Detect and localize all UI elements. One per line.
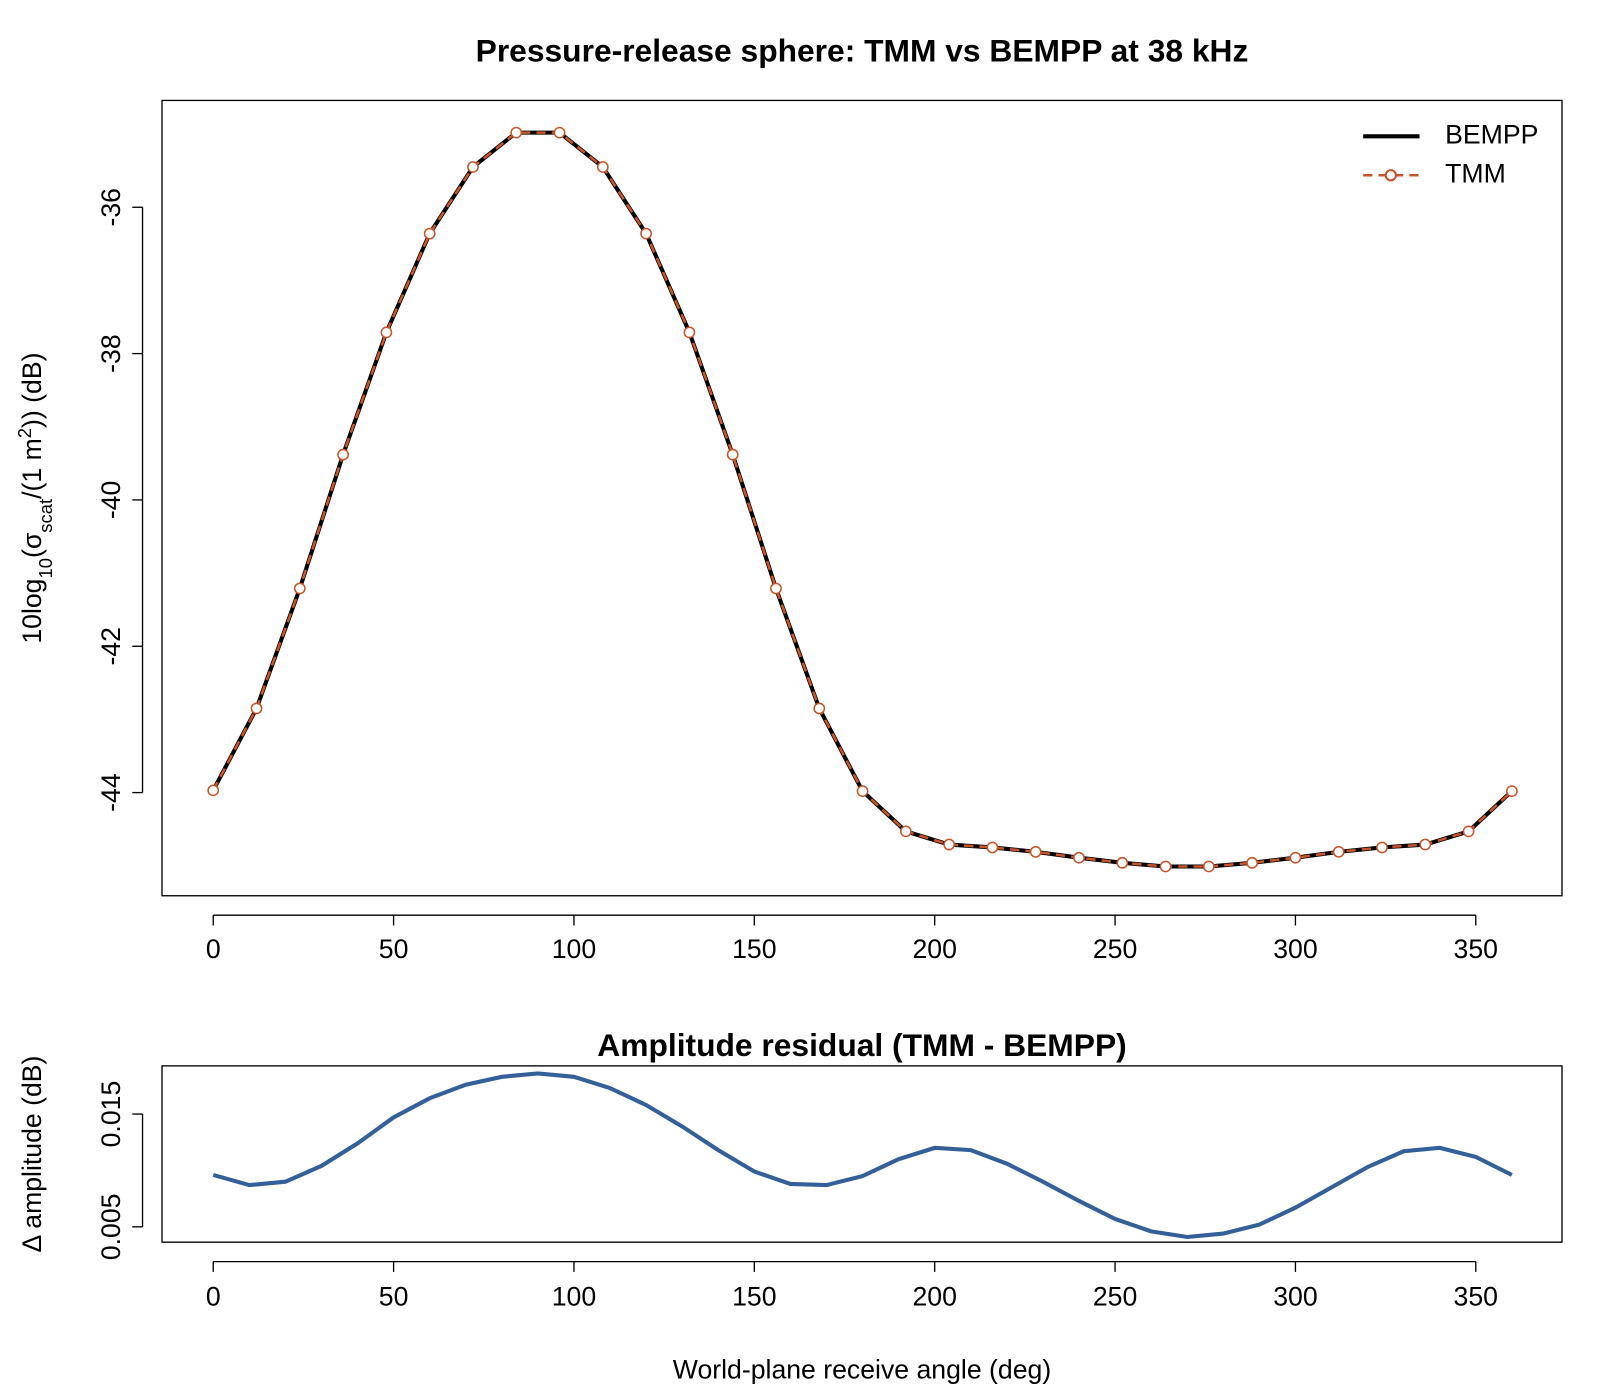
series-marker	[337, 448, 349, 461]
series-marker	[770, 582, 782, 595]
legend-label: BEMPP	[1445, 119, 1538, 149]
x-tick-label: 150	[732, 1282, 776, 1312]
series-marker	[726, 448, 739, 461]
series-marker	[1419, 838, 1432, 851]
series-marker	[899, 825, 912, 838]
y-axis-label: 10log10(σscat/(1 m2)) (dB)	[14, 353, 56, 644]
series-marker	[1289, 851, 1302, 864]
y-axis-label-part: 2	[14, 428, 35, 438]
series-marker	[553, 126, 566, 139]
series-marker	[943, 838, 956, 851]
x-tick-label: 200	[912, 934, 956, 964]
series-marker	[1159, 860, 1172, 873]
series-marker	[1462, 825, 1475, 838]
series-marker	[1505, 785, 1518, 798]
series-marker	[683, 326, 696, 339]
series-line	[212, 131, 1513, 868]
x-tick-label: 250	[1093, 1282, 1137, 1312]
chart-title: Pressure-release sphere: TMM vs BEMPP at…	[476, 33, 1249, 69]
series-marker	[250, 702, 263, 715]
y-tick-label: -38	[96, 334, 126, 372]
legend-label: TMM	[1445, 158, 1506, 188]
y-tick-label: -40	[96, 481, 126, 519]
x-tick-label: 100	[552, 934, 596, 964]
x-tick-label: 350	[1454, 934, 1498, 964]
series-marker	[1246, 856, 1259, 869]
y-axis-label-part: )) (dB)	[17, 353, 47, 428]
y-tick-label: -42	[96, 627, 126, 665]
x-tick-label: 0	[206, 934, 221, 964]
y-axis-label-part: Δ amplitude (dB)	[17, 1056, 47, 1253]
x-tick-label: 50	[379, 1282, 409, 1312]
series-marker	[856, 785, 869, 798]
series-marker	[1202, 860, 1215, 873]
x-tick-label: 50	[379, 934, 409, 964]
y-tick-label: -44	[96, 773, 126, 812]
plot-box	[161, 1065, 1563, 1243]
series-marker	[640, 227, 653, 240]
y-axis-label-part: /(1 m	[17, 438, 47, 499]
x-tick-label: 200	[912, 1282, 956, 1312]
y-axis-label: Δ amplitude (dB)	[17, 1056, 47, 1253]
x-tick-label: 300	[1273, 1282, 1317, 1312]
x-tick-label: 0	[206, 1282, 221, 1312]
series-marker	[510, 126, 523, 139]
series-line	[212, 1071, 1513, 1240]
y-tick-label: 0.005	[96, 1194, 126, 1261]
series-marker	[813, 702, 826, 715]
series-marker	[467, 161, 479, 173]
series-marker	[380, 326, 393, 339]
y-axis-label-part: (σ	[17, 532, 47, 558]
x-axis-label: World-plane receive angle (deg)	[673, 1354, 1051, 1384]
series-marker	[986, 841, 999, 854]
series-marker	[1073, 851, 1085, 864]
series-marker	[293, 582, 306, 595]
x-tick-label: 350	[1454, 1282, 1498, 1312]
x-tick-label: 100	[552, 1282, 596, 1312]
y-axis-label-part: scat	[35, 499, 56, 533]
chart-title: Amplitude residual (TMM - BEMPP)	[597, 1027, 1126, 1063]
series-line	[211, 130, 1514, 869]
series-marker	[207, 784, 220, 797]
y-tick-label: 0.015	[96, 1081, 126, 1148]
y-tick-label: -36	[96, 188, 126, 226]
series-marker	[1029, 845, 1042, 858]
series-marker	[1376, 841, 1388, 854]
y-axis-label-part: 10log	[17, 579, 47, 644]
y-axis-label-part: 10	[35, 558, 56, 579]
legend-marker	[1384, 169, 1397, 182]
x-tick-label: 300	[1273, 934, 1317, 964]
series-marker	[1332, 845, 1345, 858]
x-tick-label: 250	[1093, 934, 1137, 964]
x-tick-label: 150	[732, 934, 776, 964]
series-marker	[596, 161, 609, 173]
series-marker	[423, 227, 436, 240]
plot-box	[161, 99, 1563, 897]
series-marker	[1116, 856, 1129, 869]
